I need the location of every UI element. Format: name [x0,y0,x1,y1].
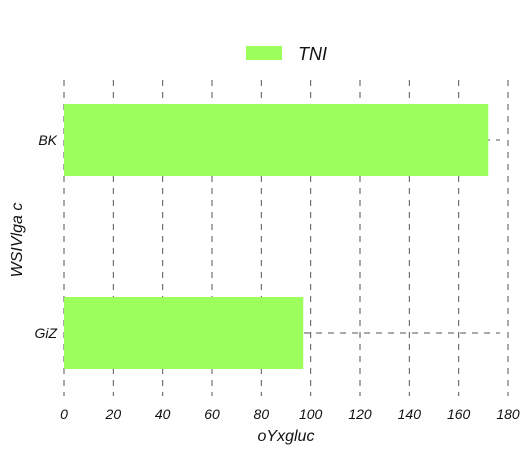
x-tick-label-120: 120 [348,406,372,422]
x-tick-label-180: 180 [496,406,520,422]
bar-1 [64,297,304,369]
x-tick-label-20: 20 [105,406,122,422]
y-axis-label: WSIVlga c [9,203,26,278]
x-tick-label-140: 140 [398,406,422,422]
legend: TNI [246,44,327,64]
y-tick-label-0: BK [38,132,57,148]
legend-swatch-tni [246,46,282,60]
bar-0 [64,104,489,176]
x-tick-labels: 0 20 40 60 80 100 120 140 160 180 [60,406,520,422]
legend-label: TNI [298,44,327,64]
x-tick-label-40: 40 [155,406,171,422]
x-tick-label-160: 160 [447,406,471,422]
x-tick-label-100: 100 [299,406,323,422]
bars [64,104,489,369]
y-tick-labels: BK GiZ [34,132,57,341]
x-tick-label-60: 60 [204,406,220,422]
y-tick-label-1: GiZ [34,325,57,341]
x-tick-label-80: 80 [254,406,270,422]
x-tick-label-0: 0 [60,406,68,422]
x-axis-label: oYxgluc [258,428,315,445]
